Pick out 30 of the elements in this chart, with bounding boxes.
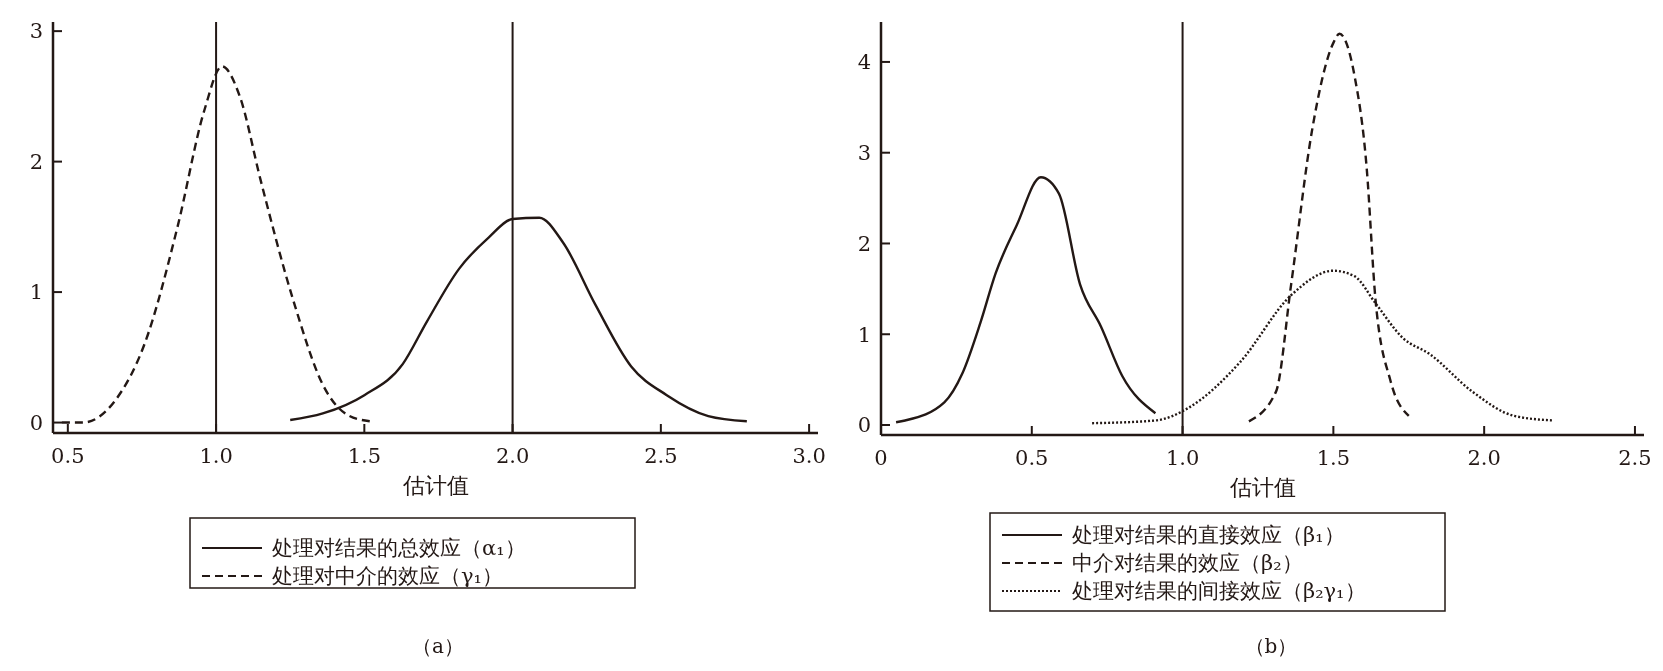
x-tick-label: 3.0 (792, 444, 826, 468)
legend-label: 处理对结果的直接效应（β₁） (1072, 523, 1345, 548)
text: （b） (1244, 634, 1298, 658)
y-tick-label: 3 (29, 19, 43, 44)
text: （a） (412, 634, 464, 658)
y-tick-label: 2 (857, 231, 871, 256)
y-tick-label: 4 (857, 50, 871, 75)
x-tick-label: 0.5 (1015, 446, 1049, 470)
x-tick-label: 0 (874, 446, 888, 470)
legend-label: 处理对中介的效应（γ₁） (272, 564, 503, 589)
x-tick-label: 1.5 (1316, 446, 1351, 470)
y-tick-label: 1 (857, 322, 871, 347)
x-tick-label: 1.0 (199, 444, 233, 468)
x-tick-label: 2.5 (644, 444, 678, 468)
y-tick-label: 3 (857, 141, 871, 166)
x-tick-label: 0.5 (51, 444, 85, 468)
y-tick-label: 2 (29, 149, 43, 174)
legend-label: 处理对结果的总效应（α₁） (272, 536, 526, 561)
x-axis-title: 估计值 (1228, 475, 1296, 500)
legend-label: 中介对结果的效应（β₂） (1072, 551, 1303, 576)
legend-label: 处理对结果的间接效应（β₂γ₁） (1072, 579, 1366, 604)
y-tick-label: 0 (857, 413, 871, 438)
y-tick-label: 0 (29, 410, 43, 435)
x-tick-label: 2.5 (1618, 446, 1652, 470)
x-tick-label: 1.0 (1165, 446, 1200, 470)
x-tick-label: 1.5 (347, 444, 382, 468)
x-tick-label: 2.0 (495, 444, 530, 468)
x-tick-label: 2.0 (1467, 446, 1501, 470)
x-axis-title: 估计值 (401, 473, 469, 498)
y-tick-label: 1 (29, 280, 43, 305)
